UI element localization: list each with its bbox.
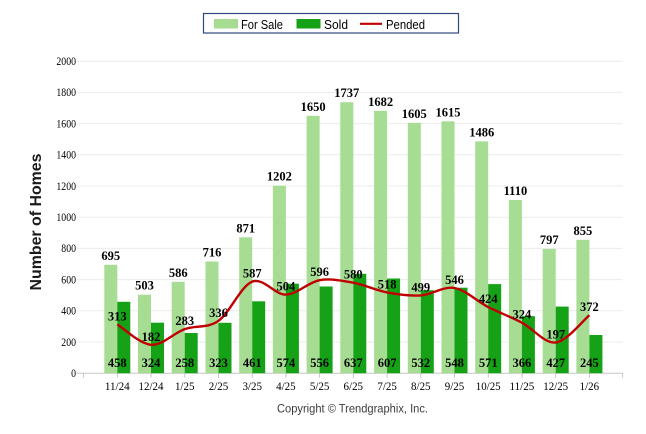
svg-text:716: 716 [203,246,222,260]
svg-text:586: 586 [169,266,188,280]
svg-text:1/25: 1/25 [175,379,195,393]
svg-text:587: 587 [243,267,262,281]
svg-text:596: 596 [310,265,329,279]
svg-text:546: 546 [445,273,464,287]
svg-text:556: 556 [310,356,329,370]
svg-text:200: 200 [61,337,76,349]
svg-text:4/25: 4/25 [276,379,296,393]
svg-text:1800: 1800 [56,87,76,99]
svg-text:12/25: 12/25 [543,379,568,393]
svg-text:Copyright © Trendgraphix, Inc.: Copyright © Trendgraphix, Inc. [277,401,428,415]
svg-text:1605: 1605 [402,107,427,121]
svg-text:424: 424 [479,292,499,306]
svg-text:324: 324 [142,356,162,370]
svg-text:3/25: 3/25 [242,379,262,393]
svg-text:574: 574 [277,356,297,370]
svg-text:372: 372 [580,300,599,314]
svg-text:366: 366 [513,356,532,370]
svg-text:6/25: 6/25 [344,379,364,393]
svg-text:11/25: 11/25 [509,379,534,393]
svg-text:1737: 1737 [334,86,359,100]
svg-text:800: 800 [61,243,76,255]
svg-text:1202: 1202 [267,170,292,184]
svg-text:11/24: 11/24 [105,379,130,393]
svg-text:Sold: Sold [324,17,348,32]
svg-text:8/25: 8/25 [411,379,431,393]
svg-text:Pended: Pended [386,17,425,32]
svg-text:1200: 1200 [56,181,76,193]
svg-text:1/26: 1/26 [580,379,600,393]
svg-text:1486: 1486 [469,125,494,139]
svg-text:518: 518 [378,277,397,291]
svg-text:10/25: 10/25 [476,379,501,393]
svg-text:7/25: 7/25 [377,379,397,393]
svg-text:1600: 1600 [56,118,76,130]
svg-text:458: 458 [108,356,127,370]
svg-text:532: 532 [411,356,430,370]
svg-text:855: 855 [574,224,593,238]
svg-text:258: 258 [175,356,194,370]
svg-text:1110: 1110 [504,184,528,198]
svg-text:797: 797 [540,233,559,247]
svg-text:580: 580 [344,268,363,282]
svg-text:283: 283 [175,314,194,328]
svg-text:461: 461 [243,356,262,370]
svg-text:2/25: 2/25 [209,379,229,393]
svg-text:503: 503 [135,279,154,293]
svg-text:245: 245 [580,356,599,370]
svg-text:9/25: 9/25 [445,379,465,393]
svg-text:637: 637 [344,356,363,370]
svg-text:499: 499 [411,280,430,294]
svg-text:427: 427 [546,356,565,370]
svg-text:2000: 2000 [56,56,76,68]
svg-text:12/24: 12/24 [139,379,164,393]
svg-text:600: 600 [61,274,76,286]
svg-text:313: 313 [108,309,127,323]
svg-text:182: 182 [142,330,161,344]
svg-text:1650: 1650 [301,100,326,114]
svg-text:5/25: 5/25 [310,379,330,393]
svg-text:0: 0 [71,368,76,380]
svg-text:197: 197 [546,328,565,342]
svg-text:695: 695 [101,249,120,263]
svg-text:571: 571 [479,356,498,370]
svg-text:871: 871 [236,221,255,235]
svg-text:607: 607 [378,356,397,370]
svg-text:For Sale: For Sale [241,17,283,32]
svg-text:548: 548 [445,356,464,370]
svg-text:336: 336 [209,306,228,320]
svg-text:400: 400 [61,306,76,318]
svg-text:1682: 1682 [368,95,393,109]
svg-text:1000: 1000 [56,212,76,224]
svg-text:504: 504 [277,280,297,294]
svg-text:323: 323 [209,356,228,370]
svg-text:324: 324 [513,308,533,322]
svg-text:Number of Homes: Number of Homes [28,153,45,290]
svg-text:1400: 1400 [56,150,76,162]
svg-text:1615: 1615 [436,105,461,119]
